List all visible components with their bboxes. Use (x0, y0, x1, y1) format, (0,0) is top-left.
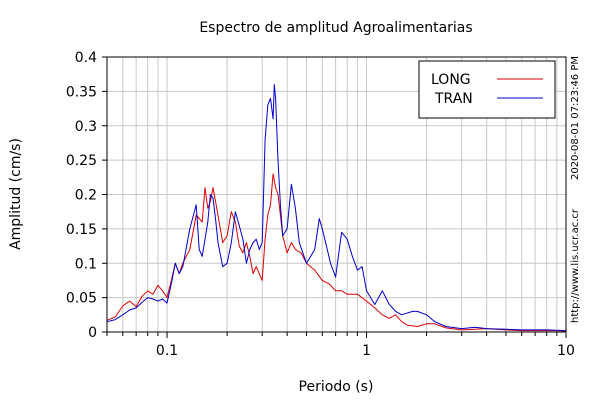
x-axis-ticks: 0.1 1 10 (106, 332, 575, 359)
series-line-tran (106, 84, 567, 332)
legend-label-tran: TRAN (434, 91, 473, 107)
x-axis-label: Periodo (s) (299, 379, 374, 395)
source-url-label: http://www.lis.ucr.ac.cr (570, 208, 581, 323)
y-axis-ticks: 0 0.05 0.1 0.15 0.2 0.25 0.3 0.35 0.4 (66, 50, 107, 341)
y-tick-label: 0.4 (75, 50, 97, 66)
x-tick-label: 1 (362, 343, 371, 359)
chart-title: Espectro de amplitud Agroalimentarias (199, 20, 472, 36)
y-tick-label: 0.05 (66, 291, 97, 307)
timestamp-label: 2020-08-01 07:23:46 PM (570, 56, 581, 180)
legend: LONG TRAN (418, 60, 556, 119)
y-tick-label: 0.35 (66, 84, 97, 100)
y-axis-label: Amplitud (cm/s) (8, 138, 24, 250)
y-tick-label: 0 (88, 325, 97, 341)
series-line-long (106, 173, 567, 332)
x-tick-label: 0.1 (156, 343, 178, 359)
series-layer (106, 84, 567, 332)
legend-label-long: LONG (431, 72, 471, 88)
legend-box (418, 60, 556, 119)
y-tick-label: 0.1 (75, 256, 97, 272)
y-tick-label: 0.15 (66, 222, 97, 238)
x-tick-label: 10 (557, 343, 575, 359)
y-tick-label: 0.2 (75, 188, 97, 204)
y-tick-label: 0.25 (66, 153, 97, 169)
y-tick-label: 0.3 (75, 119, 97, 135)
